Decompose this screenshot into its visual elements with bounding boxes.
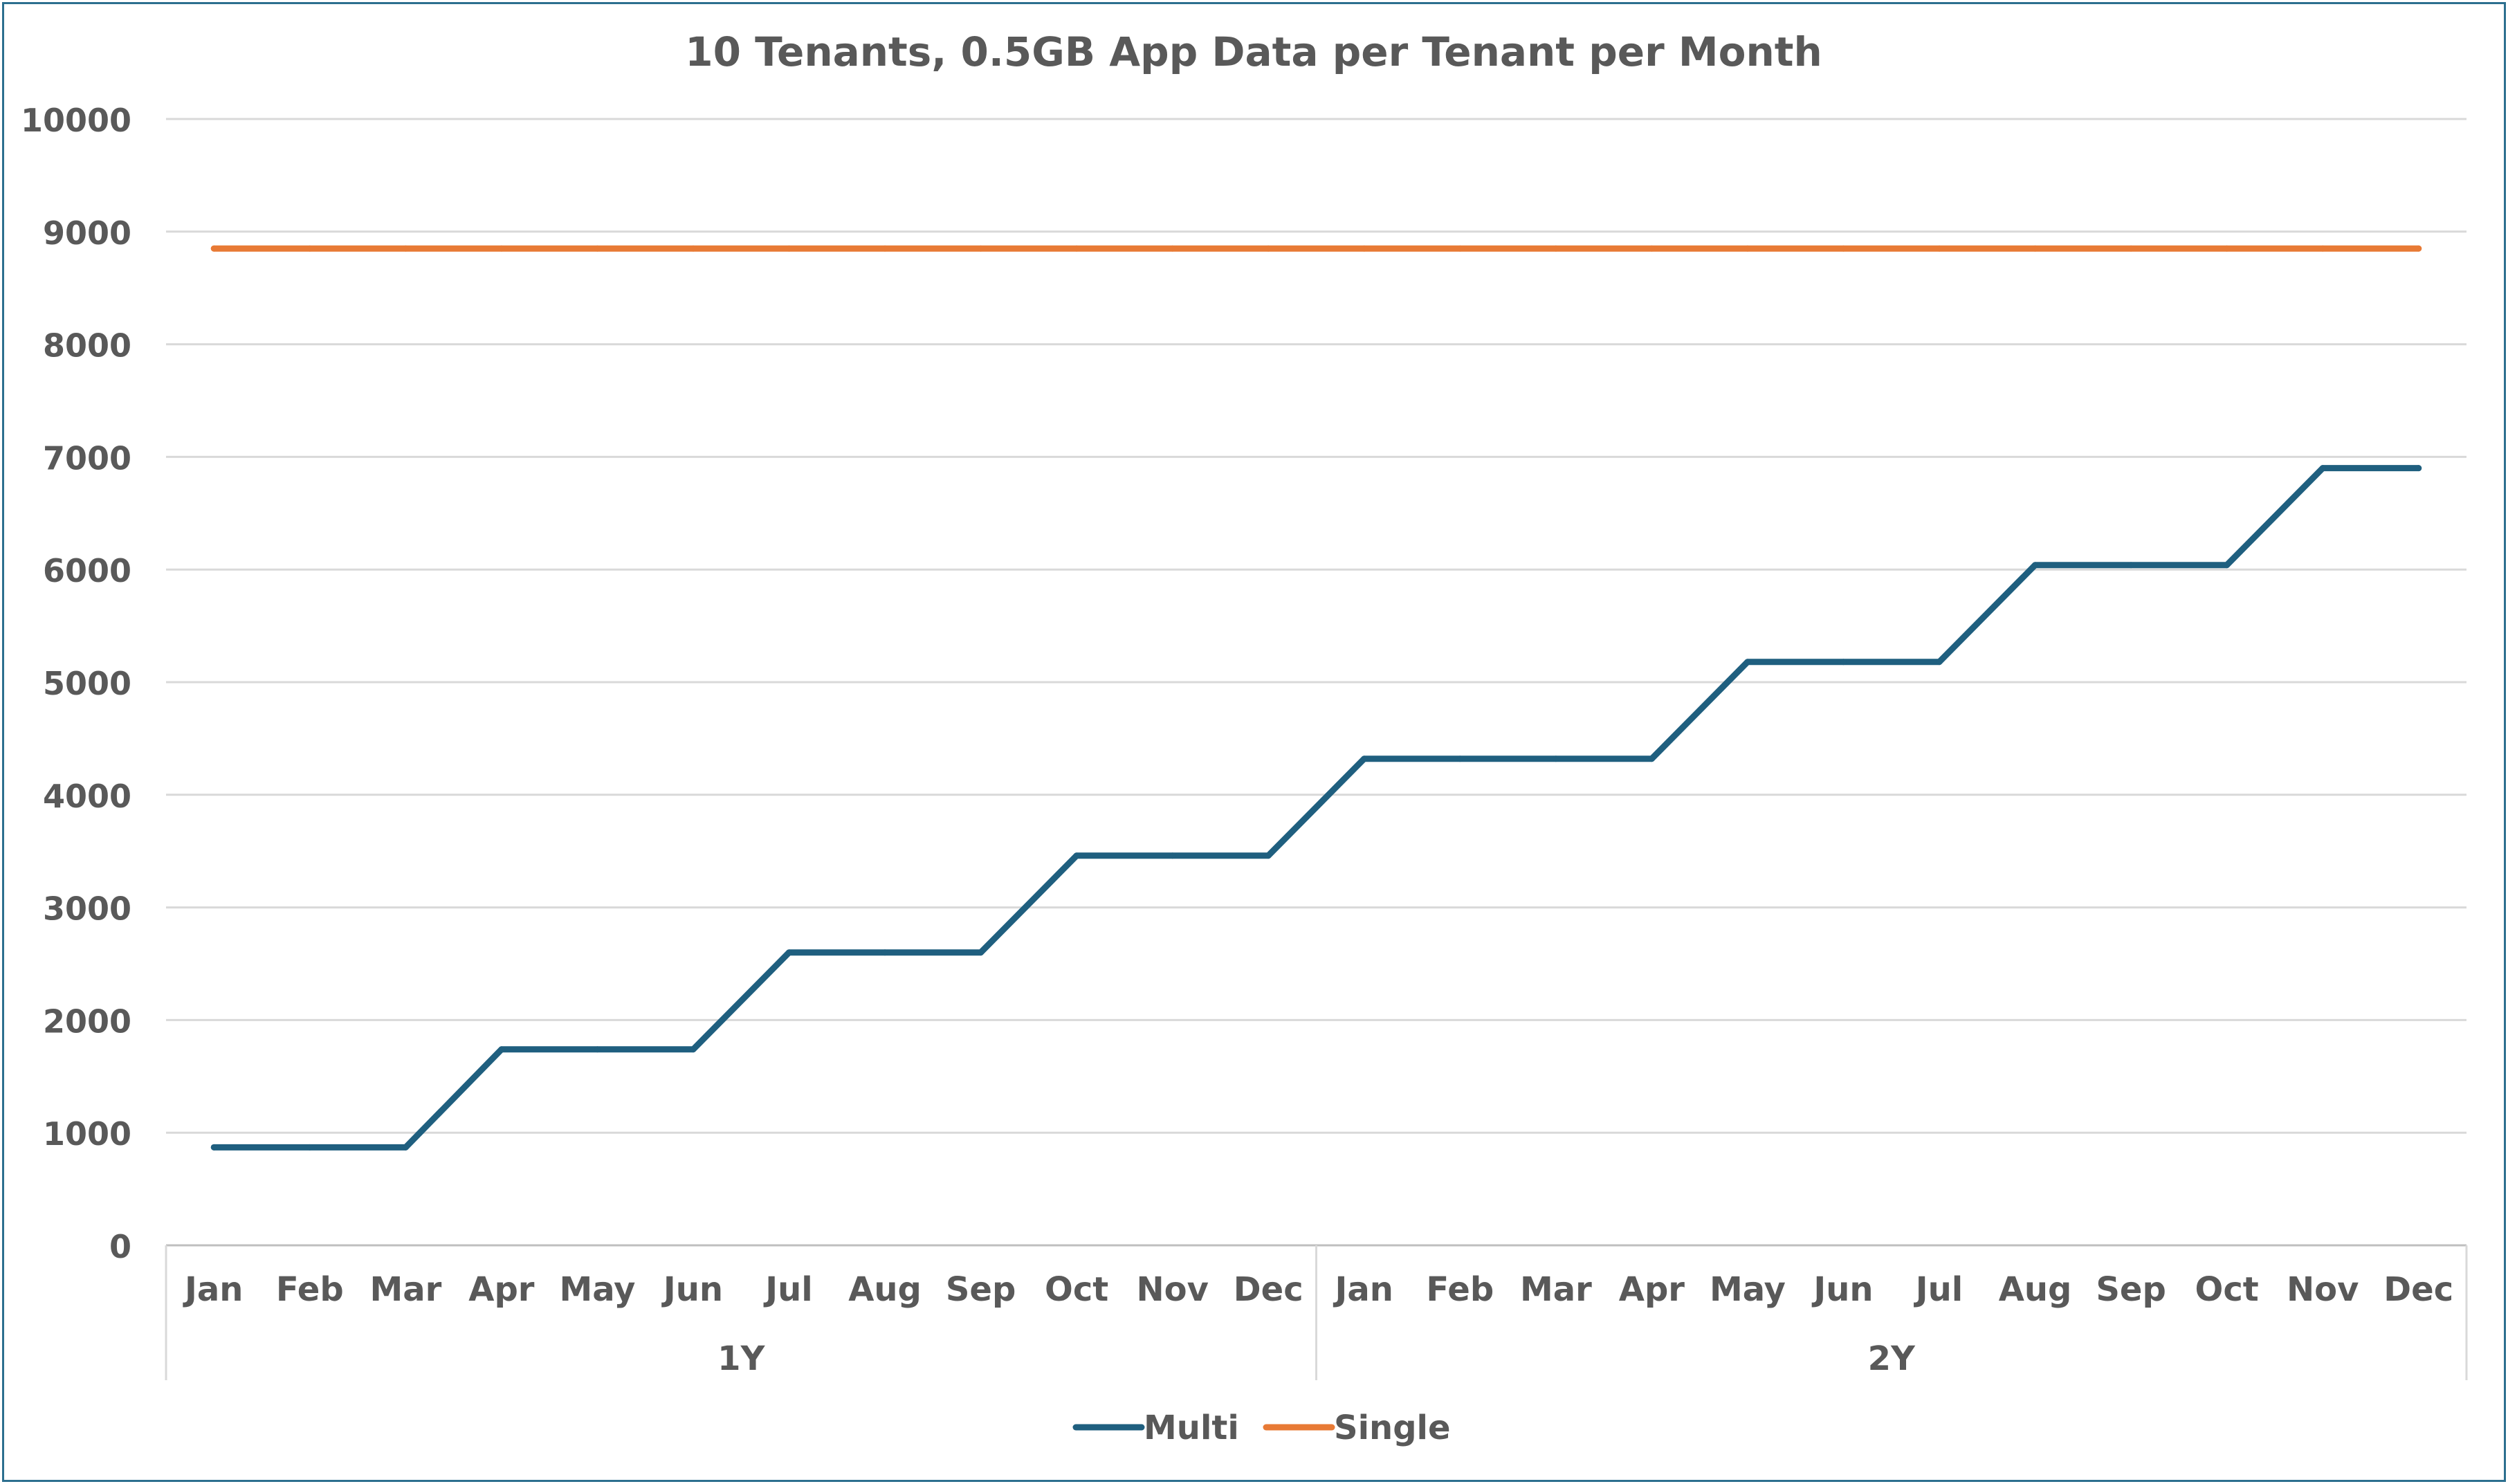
data-point-multi	[786, 949, 793, 956]
data-point-single	[1361, 245, 1368, 252]
data-point-multi	[1840, 659, 1847, 666]
y-tick-label: 3000	[43, 890, 131, 928]
x-tick-label: May	[1710, 1270, 1786, 1309]
y-tick-label: 5000	[43, 665, 131, 702]
x-tick-label: Feb	[276, 1270, 344, 1309]
data-point-multi	[1169, 852, 1176, 859]
data-point-multi	[2127, 562, 2134, 569]
y-tick-label: 6000	[43, 552, 131, 589]
data-point-single	[881, 245, 888, 252]
x-tick-label: Dec	[2383, 1270, 2453, 1309]
data-point-single	[1456, 245, 1463, 252]
data-point-multi	[2032, 562, 2039, 569]
y-tick-label: 10000	[21, 102, 131, 139]
data-point-multi	[1361, 755, 1368, 762]
data-point-single	[594, 245, 601, 252]
x-tick-label: Oct	[2195, 1270, 2259, 1309]
data-point-multi	[210, 1144, 217, 1151]
data-point-multi	[1456, 755, 1463, 762]
x-tick-label: Mar	[369, 1270, 441, 1309]
series-line-multi	[210, 465, 2422, 1151]
data-point-single	[690, 245, 697, 252]
x-tick-label: May	[559, 1270, 635, 1309]
data-point-multi	[2319, 465, 2326, 472]
data-point-single	[306, 245, 313, 252]
data-point-single	[978, 245, 985, 252]
data-point-single	[2415, 245, 2422, 252]
data-point-multi	[402, 1144, 409, 1151]
data-point-single	[1073, 245, 1080, 252]
x-group-label: 2Y	[1868, 1339, 1916, 1378]
data-point-single	[1553, 245, 1559, 252]
y-tick-label: 1000	[43, 1115, 131, 1153]
data-point-single	[1169, 245, 1176, 252]
x-tick-label: Jun	[1811, 1270, 1873, 1309]
x-tick-label: Sep	[946, 1270, 1016, 1309]
x-tick-label: Nov	[2287, 1270, 2359, 1309]
y-tick-label: 9000	[43, 214, 131, 252]
x-tick-label: Jul	[1914, 1270, 1963, 1309]
chart-title: 10 Tenants, 0.5GB App Data per Tenant pe…	[685, 28, 1822, 75]
y-tick-label: 4000	[43, 778, 131, 815]
data-point-multi	[1648, 755, 1655, 762]
x-tick-label: Jan	[1333, 1270, 1393, 1309]
x-tick-label: Jul	[763, 1270, 812, 1309]
x-tick-label: Sep	[2096, 1270, 2166, 1309]
data-point-single	[786, 245, 793, 252]
data-point-multi	[2415, 465, 2422, 472]
data-point-single	[1265, 245, 1272, 252]
data-point-multi	[306, 1144, 313, 1151]
data-point-single	[1840, 245, 1847, 252]
data-point-single	[1648, 245, 1655, 252]
data-point-single	[1936, 245, 1943, 252]
y-tick-label: 0	[109, 1228, 131, 1265]
x-tick-label: Apr	[1619, 1270, 1685, 1309]
data-point-multi	[498, 1046, 505, 1053]
data-point-multi	[978, 949, 985, 956]
data-point-single	[210, 245, 217, 252]
y-tick-label: 2000	[43, 1002, 131, 1040]
data-point-single	[2127, 245, 2134, 252]
y-tick-label: 8000	[43, 327, 131, 365]
legend-label-multi: Multi	[1144, 1409, 1239, 1447]
data-point-multi	[690, 1046, 697, 1053]
data-point-multi	[1553, 755, 1559, 762]
x-tick-label: Jan	[183, 1270, 243, 1309]
x-tick-label: Oct	[1045, 1270, 1108, 1309]
data-point-multi	[881, 949, 888, 956]
x-tick-label: Apr	[468, 1270, 535, 1309]
legend-label-single: Single	[1334, 1409, 1451, 1447]
x-tick-label: Mar	[1520, 1270, 1592, 1309]
data-point-single	[1744, 245, 1751, 252]
x-tick-label: Nov	[1136, 1270, 1208, 1309]
y-tick-label: 7000	[43, 439, 131, 477]
x-group-label: 1Y	[717, 1339, 765, 1378]
x-tick-label: Dec	[1234, 1270, 1303, 1309]
data-point-multi	[1744, 659, 1751, 666]
x-tick-label: Aug	[848, 1270, 922, 1309]
data-point-multi	[1936, 659, 1943, 666]
x-tick-label: Jun	[661, 1270, 723, 1309]
data-point-multi	[1265, 852, 1272, 859]
data-point-multi	[1073, 852, 1080, 859]
data-point-single	[2319, 245, 2326, 252]
data-point-single	[498, 245, 505, 252]
data-point-single	[2032, 245, 2039, 252]
data-point-multi	[2224, 562, 2231, 569]
data-point-multi	[594, 1046, 601, 1053]
data-point-single	[2224, 245, 2231, 252]
x-tick-label: Aug	[1999, 1270, 2072, 1309]
data-point-single	[402, 245, 409, 252]
x-tick-label: Feb	[1426, 1270, 1494, 1309]
